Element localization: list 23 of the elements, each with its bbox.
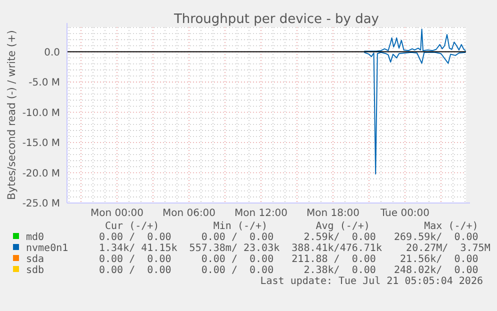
text: 0.00 / 0.00 0.00 / 0.00 2.38k/ 0.00 248.02k/ 0.00 bbox=[99, 265, 478, 276]
x-tick-label: Mon 06:00 bbox=[162, 208, 216, 219]
x-tick-label: Mon 00:00 bbox=[90, 208, 144, 219]
x-tick-label: Tue 00:00 bbox=[379, 208, 430, 219]
legend-label: nvme0n1 bbox=[26, 243, 68, 254]
legend-label: sdb bbox=[26, 265, 44, 276]
text: Cur (-/+) Min (-/+) Avg (-/+) Max (-/+) bbox=[99, 221, 478, 232]
y-axis-title: Bytes/second read (-) / write (+) bbox=[6, 30, 18, 200]
legend-label: sda bbox=[26, 254, 44, 265]
text: 0.00 / 0.00 0.00 / 0.00 2.59k/ 0.00 269.59k/ 0.00 bbox=[99, 232, 478, 243]
y-tick-label: -5.0 M bbox=[28, 78, 60, 89]
y-tick-label: -15.0 M bbox=[22, 138, 60, 150]
x-tick-label: Mon 12:00 bbox=[234, 208, 288, 219]
y-tick-label: -20.0 M bbox=[22, 168, 60, 180]
x-tick-label: Mon 18:00 bbox=[306, 208, 360, 219]
y-tick-label: 0.0 bbox=[44, 47, 60, 58]
chart-title: Throughput per device - by day bbox=[172, 12, 380, 27]
y-tick-label: -25.0 M bbox=[22, 198, 60, 210]
text: 0.00 / 0.00 0.00 / 0.00 211.88 / 0.00 21.56k/ 0.00 bbox=[99, 254, 478, 265]
y-tick-label: -10.0 M bbox=[22, 108, 60, 119]
text: Last update: Tue Jul 21 05:05:04 2026 bbox=[260, 276, 483, 287]
legend-label: md0 bbox=[26, 232, 44, 243]
text: 1.34k/ 41.15k 557.38m/ 23.03k 388.41k/476.71k 20.27M/ 3.75M bbox=[99, 243, 490, 254]
